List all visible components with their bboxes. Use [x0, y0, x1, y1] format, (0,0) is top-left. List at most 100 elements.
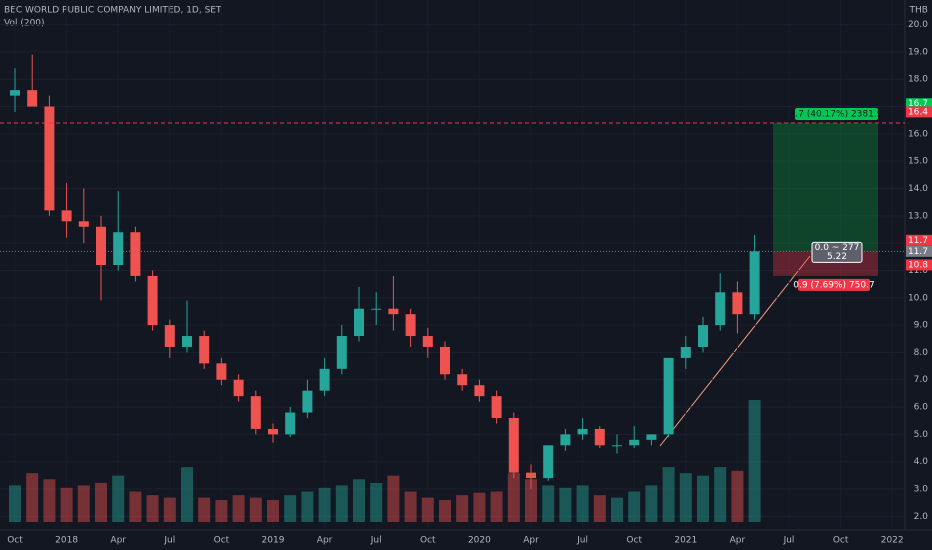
volume-bar: [439, 500, 451, 522]
candle-body: [27, 90, 38, 107]
y-tick-label: 10.0: [908, 293, 928, 303]
candle-body: [629, 439, 640, 446]
y-tick-label: 19.0: [908, 47, 928, 57]
center-label-bg: [811, 241, 863, 263]
candle-body: [164, 325, 175, 347]
x-tick-label: Jul: [163, 536, 175, 546]
candle-body: [612, 445, 622, 447]
volume-bar: [404, 491, 417, 522]
volume-bar: [284, 495, 297, 522]
volume-bar: [43, 479, 56, 522]
candle-body: [491, 396, 502, 418]
volume-bar: [611, 497, 623, 522]
candle-body: [285, 412, 296, 435]
volume-bar: [77, 485, 90, 522]
y-tick-label: 11.0: [908, 266, 928, 276]
volume-bar: [95, 482, 107, 522]
volume-bar: [421, 497, 434, 522]
candle-body: [749, 251, 760, 315]
candle-body: [526, 472, 536, 479]
stop-label: 0.9 (7.69%) 750.7: [793, 280, 874, 290]
x-tick-label: Oct: [7, 536, 23, 546]
price-badge: [906, 259, 932, 271]
x-tick-label: Oct: [626, 536, 642, 546]
y-tick-label: 3.0: [914, 485, 929, 495]
volume-bar: [645, 485, 658, 522]
y-tick-label: 4.0: [914, 457, 929, 467]
volume-bar: [146, 495, 159, 522]
volume-title: Vol (200): [4, 19, 45, 29]
target-label-bg: [795, 107, 878, 120]
candle-body: [646, 434, 657, 440]
price-badge-label: 11.7: [908, 236, 928, 246]
x-tick-label: 2018: [55, 536, 78, 546]
candle-body: [543, 445, 554, 479]
volume-bar: [387, 475, 400, 522]
center-label: 0.0 ~ 277: [815, 243, 860, 253]
x-tick-label: Jul: [576, 536, 588, 546]
candle-body: [715, 292, 726, 326]
candle-body: [732, 292, 743, 315]
x-tick-label: Apr: [730, 536, 746, 546]
y-tick-label: 13.0: [908, 211, 928, 221]
volume-bar: [542, 485, 555, 522]
x-tick-label: Oct: [420, 536, 436, 546]
price-badge-label: 16.4: [908, 107, 928, 117]
candle-body: [130, 232, 141, 276]
price-badge: [906, 106, 932, 118]
volume-bar: [9, 485, 21, 522]
candle-body: [440, 346, 450, 375]
candle-body: [319, 368, 330, 391]
volume-bar: [370, 482, 383, 522]
volume-bar: [198, 497, 211, 522]
y-tick-label: 6.0: [914, 403, 929, 413]
candle-body: [182, 336, 192, 347]
volume-bar: [318, 487, 331, 522]
x-tick-label: 2021: [674, 536, 697, 546]
y-tick-label: 15.0: [908, 157, 928, 167]
candle-body: [10, 90, 20, 96]
candle-body: [422, 336, 433, 347]
candle-body: [336, 336, 347, 369]
x-tick-label: 2020: [468, 536, 491, 546]
volume-bar: [748, 400, 761, 522]
candle-body: [233, 379, 244, 397]
y-tick-label: 20.0: [908, 20, 928, 30]
volume-bar: [662, 467, 675, 522]
candle-body: [302, 390, 313, 413]
candle-body: [268, 428, 278, 435]
volume-bar: [559, 487, 572, 522]
x-tick-label: 2022: [881, 536, 904, 546]
target-label: 4.7 (40.17%) 2381.9: [790, 109, 883, 119]
y-tick-label: 8.0: [914, 348, 929, 358]
x-tick-label: Apr: [317, 536, 333, 546]
candle-body: [405, 314, 416, 337]
candle-body: [216, 363, 227, 380]
price-badge-label: 16.7: [908, 99, 928, 109]
y-tick-label: 18.0: [908, 75, 928, 85]
candle-body: [250, 396, 261, 429]
volume-bar: [490, 491, 503, 522]
volume-bar: [335, 485, 348, 522]
volume-bar: [112, 475, 125, 522]
candle-body: [78, 221, 89, 227]
volume-bar: [163, 497, 176, 522]
y-tick-label: 5.0: [914, 430, 929, 440]
x-tick-label: Oct: [833, 536, 849, 546]
volume-bar: [473, 492, 486, 522]
trend-line: [659, 255, 811, 447]
price-badge: [906, 234, 932, 246]
candle-body: [388, 308, 399, 315]
volume-bar: [353, 479, 365, 522]
price-badge: [906, 98, 932, 110]
candle-body: [61, 210, 72, 222]
candle-body: [96, 226, 106, 265]
volume-bar: [26, 473, 39, 522]
candle-body: [508, 417, 519, 473]
volume-bar: [301, 491, 314, 522]
volume-bar: [232, 495, 245, 522]
candle-body: [457, 374, 468, 386]
y-tick-label: 7.0: [914, 375, 929, 385]
